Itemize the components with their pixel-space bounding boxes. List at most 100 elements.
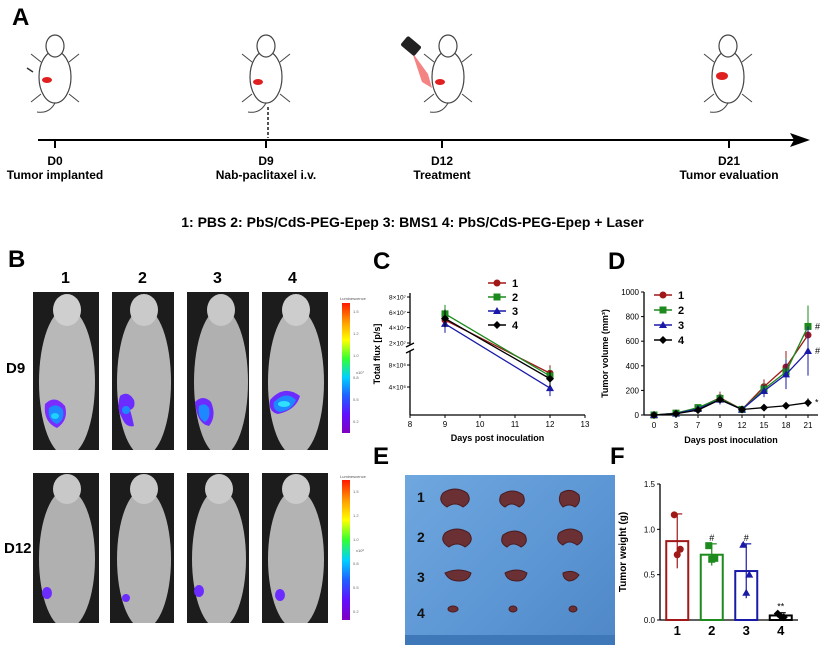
y-tick-label: 400: [626, 362, 640, 371]
data-point-4: [672, 409, 680, 418]
x-tick-label: 2: [708, 623, 715, 638]
bli-image-d9-3: [187, 292, 249, 450]
photo-row-1: 1: [417, 489, 425, 505]
legend-label-1: 1: [678, 290, 684, 302]
x-tick-label: 1: [674, 623, 681, 638]
y-tick-label: 1.0: [644, 525, 656, 534]
legend-label-3: 3: [678, 320, 684, 332]
timeline-desc: Treatment: [413, 168, 471, 182]
bli-image-d12-4: [262, 473, 328, 623]
x-tick-label: 0: [652, 421, 657, 430]
cb-tick: 1.2: [353, 331, 359, 336]
timeline-day: D21: [717, 154, 740, 168]
mouse-icon-d0: [26, 34, 80, 113]
y-tick-label: 0: [635, 411, 640, 420]
data-point-4: [760, 403, 768, 412]
mouse-icon-d21: [703, 34, 753, 113]
cb-tick: 0.2: [353, 419, 359, 424]
data-point-3: [742, 588, 751, 596]
x-tick-label: 11: [511, 420, 520, 429]
y-tick-label: 1.5: [644, 480, 656, 489]
timeline-day: D12: [430, 154, 453, 168]
y-tick-label: 4×10⁷: [389, 325, 407, 332]
significance-mark: #: [744, 533, 749, 543]
data-point-4: [738, 405, 746, 414]
mouse-icon-d9: [241, 34, 291, 138]
significance-mark: #: [815, 321, 820, 331]
panel-label-d: D: [608, 248, 626, 275]
imaging-row-d12: D12: [4, 540, 32, 557]
mouse-icon-d12: [401, 34, 473, 113]
imaging-col-4: 4: [288, 270, 297, 287]
data-point-4: [804, 398, 812, 407]
significance-mark: **: [777, 602, 785, 612]
significance-mark: *: [815, 398, 819, 408]
y-tick-label: 6×10⁷: [389, 310, 407, 317]
legend-marker-4: [659, 336, 667, 344]
data-point-3: [739, 540, 748, 548]
legend-marker-3: [493, 307, 501, 314]
x-tick-label: 9: [718, 421, 723, 430]
panel-label-e: E: [373, 443, 390, 470]
legend-marker-3: [659, 321, 667, 328]
timeline-axis: [38, 133, 810, 148]
legend-label-2: 2: [678, 305, 684, 317]
x-tick-label: 9: [443, 420, 448, 429]
legend-marker-2: [493, 293, 501, 301]
colorbar-label-d9: Luminescence: [340, 296, 366, 301]
bli-image-d12-3: [187, 473, 249, 623]
bli-image-d9-1: [33, 292, 99, 450]
cb-tick: 0.5: [353, 397, 359, 402]
series-line-4: [444, 317, 551, 380]
colorbar-d9: [342, 303, 350, 433]
x-axis-label: Days post inoculation: [684, 435, 778, 445]
data-point-4: [441, 314, 449, 323]
y-axis-label: Tumor volume (mm³): [600, 309, 610, 398]
axis-break: [405, 342, 415, 348]
y-tick-label: 4×10⁶: [389, 385, 407, 392]
photo-row-4: 4: [417, 605, 425, 621]
data-point-3: [804, 347, 812, 355]
colorbar-scale-d9: x10⁷: [356, 370, 364, 375]
y-tick-label: 8×10⁷: [389, 295, 407, 302]
data-point-3: [745, 570, 754, 578]
panel-label-c: C: [373, 248, 391, 275]
y-tick-label: 1000: [621, 288, 639, 297]
y-tick-label: 600: [626, 337, 640, 346]
panel-label-f: F: [610, 443, 625, 470]
timeline-desc: Tumor implanted: [6, 168, 104, 182]
y-tick-label: 8×10⁶: [389, 363, 407, 370]
cb-tick: 1.2: [353, 513, 359, 518]
imaging-col-1: 1: [61, 270, 70, 287]
bli-image-d12-2: [110, 473, 174, 623]
tumor-specimens: [405, 488, 615, 645]
y-tick-label: 800: [626, 313, 640, 322]
x-tick-label: 10: [476, 420, 485, 429]
significance-mark: #: [709, 533, 714, 543]
y-tick-label: 0.0: [644, 616, 656, 625]
data-point-4: [546, 374, 554, 383]
series-line-2: [444, 313, 551, 377]
cb-tick: 1.5: [353, 309, 359, 314]
x-tick-label: 13: [581, 420, 590, 429]
cb-tick: 1.0: [353, 353, 359, 358]
timeline-event-d21: D21 Tumor evaluation: [664, 154, 794, 182]
data-point-4: [779, 613, 788, 622]
imaging-col-2: 2: [138, 270, 147, 287]
cb-tick: 0.8: [353, 561, 359, 566]
legend-label-4: 4: [512, 320, 519, 332]
cb-tick: 0.8: [353, 375, 359, 380]
timeline-day: D0: [47, 154, 63, 168]
data-point-3: [760, 387, 768, 395]
data-point-4: [694, 406, 702, 415]
y-tick-label: 0.5: [644, 571, 656, 580]
cb-tick: 0.5: [353, 585, 359, 590]
x-tick-label: 8: [408, 420, 413, 429]
legend-label-4: 4: [678, 335, 685, 347]
data-point-4: [716, 395, 724, 404]
legend-marker-1: [659, 291, 667, 299]
data-point-3: [546, 384, 554, 392]
data-point-1: [676, 545, 684, 553]
significance-mark: #: [815, 346, 820, 356]
